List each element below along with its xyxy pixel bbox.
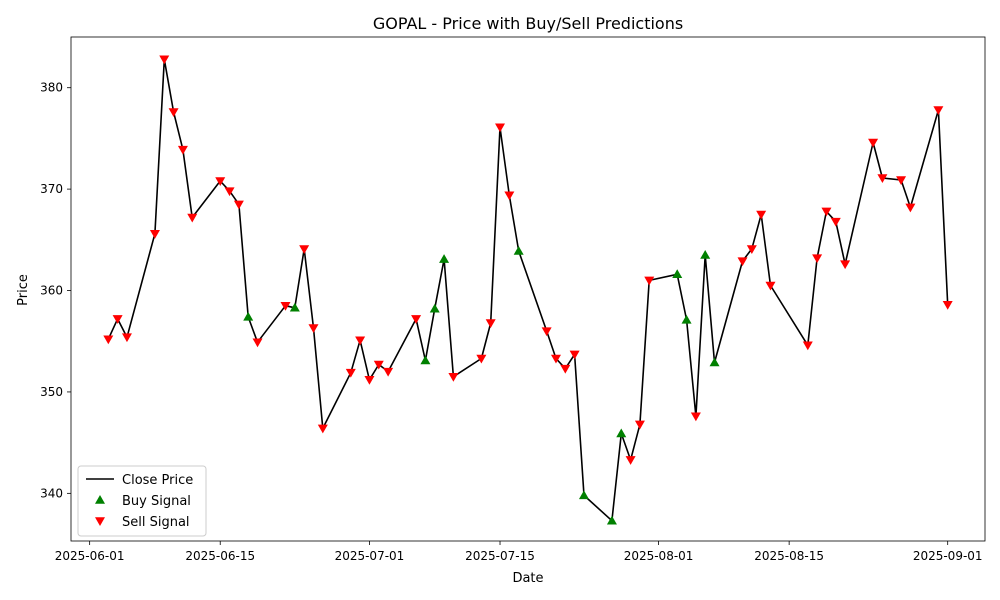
legend-buy-signal: Buy Signal: [122, 494, 191, 509]
buy-signal-marker: [672, 269, 683, 279]
sell-signal-marker: [159, 55, 170, 65]
buy-signal-marker: [243, 311, 254, 321]
chart-title: GOPAL - Price with Buy/Sell Predictions: [373, 14, 683, 33]
x-tick-label: 2025-06-01: [55, 549, 125, 563]
sell-signal-marker: [569, 350, 580, 360]
sell-signal-marker: [644, 276, 655, 286]
sell-signal-marker: [308, 324, 319, 334]
x-axis: 2025-06-01 2025-06-15 2025-07-01 2025-07-15…: [55, 541, 983, 563]
x-tick-label: 2025-07-01: [335, 549, 405, 563]
sell-signal-marker: [896, 176, 907, 185]
sell-signal-marker: [411, 315, 422, 324]
buy-signal-marker: [616, 428, 627, 438]
x-tick-label: 2025-08-15: [754, 549, 824, 563]
sell-signal-marker: [550, 354, 561, 364]
sell-signal-marker: [383, 367, 394, 377]
x-tick-label: 2025-06-15: [185, 549, 255, 563]
sell-signal-marker: [345, 368, 356, 378]
legend-sell-swatch: [95, 517, 105, 526]
sell-signal-marker: [933, 106, 944, 116]
buy-signal-marker: [289, 302, 300, 312]
x-tick-label: 2025-08-01: [624, 549, 694, 563]
buy-signal-marker: [420, 355, 431, 365]
sell-signal-marker: [103, 335, 114, 345]
legend: Close Price Buy Signal Sell Signal: [77, 465, 207, 537]
sell-signal-marker: [746, 245, 757, 254]
sell-signal-marker: [840, 260, 851, 270]
y-tick-label: 360: [40, 284, 63, 298]
buy-signal-marker: [513, 245, 524, 255]
sell-signal-marker: [942, 300, 953, 310]
legend-box: [77, 465, 207, 537]
sell-signal-marker: [476, 354, 487, 364]
sell-signal-marker: [634, 420, 645, 430]
plot-area: [70, 36, 986, 542]
sell-signal-marker: [233, 200, 244, 210]
sell-signal-marker: [737, 257, 748, 267]
sell-signal-marker: [177, 145, 188, 155]
sell-signal-marker: [280, 301, 291, 311]
sell-signal-marker: [168, 108, 179, 118]
sell-signal-marker: [690, 412, 701, 422]
sell-signal-marker: [485, 319, 496, 328]
sell-signal-marker: [868, 138, 879, 148]
sell-signal-marker: [830, 217, 841, 227]
sell-signal-marker: [149, 229, 160, 239]
sell-signal-marker: [215, 177, 226, 186]
x-tick-label: 2025-07-15: [465, 549, 535, 563]
buy-signal-marker: [709, 357, 720, 367]
sell-signal-marker: [355, 336, 366, 346]
y-axis-label: Price: [16, 274, 31, 306]
sell-signal-marker: [112, 315, 123, 324]
sell-signal-marker: [821, 207, 832, 217]
sell-signal-marker: [905, 203, 916, 213]
sell-signal-marker: [317, 424, 328, 434]
buy-signal-marker: [700, 250, 711, 259]
sell-signal-marker: [299, 245, 310, 254]
sell-signal-marker: [364, 376, 375, 385]
sell-signal-marker: [224, 187, 235, 197]
x-axis-label: Date: [512, 571, 543, 586]
sell-signal-marker: [448, 372, 459, 382]
sell-signal-marker: [121, 333, 132, 343]
buy-signal-marker: [439, 254, 450, 263]
buy-signal-marker: [578, 490, 589, 500]
y-tick-label: 380: [40, 81, 63, 95]
sell-signal-marker: [765, 281, 776, 291]
sell-signal-marker: [252, 338, 263, 348]
y-tick-label: 370: [40, 182, 63, 196]
sell-signal-marker: [756, 210, 767, 220]
sell-signal-marker: [625, 456, 636, 465]
sell-signal-marker: [504, 191, 515, 201]
sell-signal-marker: [877, 174, 888, 183]
sell-signal-marker: [495, 123, 506, 133]
axes-frame: [70, 36, 986, 542]
sell-signal-marker: [541, 327, 552, 337]
sell-signal-marker: [560, 364, 571, 374]
x-tick-label: 2025-09-01: [913, 549, 983, 563]
sell-signal-marker: [373, 360, 384, 370]
legend-close-price: Close Price: [122, 473, 193, 488]
buy-signal-marker: [681, 314, 692, 324]
legend-sell-signal: Sell Signal: [122, 515, 190, 530]
sell-signal-marker: [802, 341, 813, 351]
sell-signal-marker: [812, 254, 823, 264]
y-tick-label: 340: [40, 486, 63, 500]
legend-buy-swatch: [95, 495, 105, 504]
sell-signal-marker: [187, 213, 198, 223]
y-tick-label: 350: [40, 385, 63, 399]
buy-signal-marker: [606, 515, 617, 525]
buy-signal-marker: [429, 303, 440, 313]
y-axis: 340 350 360 370 380: [40, 81, 71, 500]
